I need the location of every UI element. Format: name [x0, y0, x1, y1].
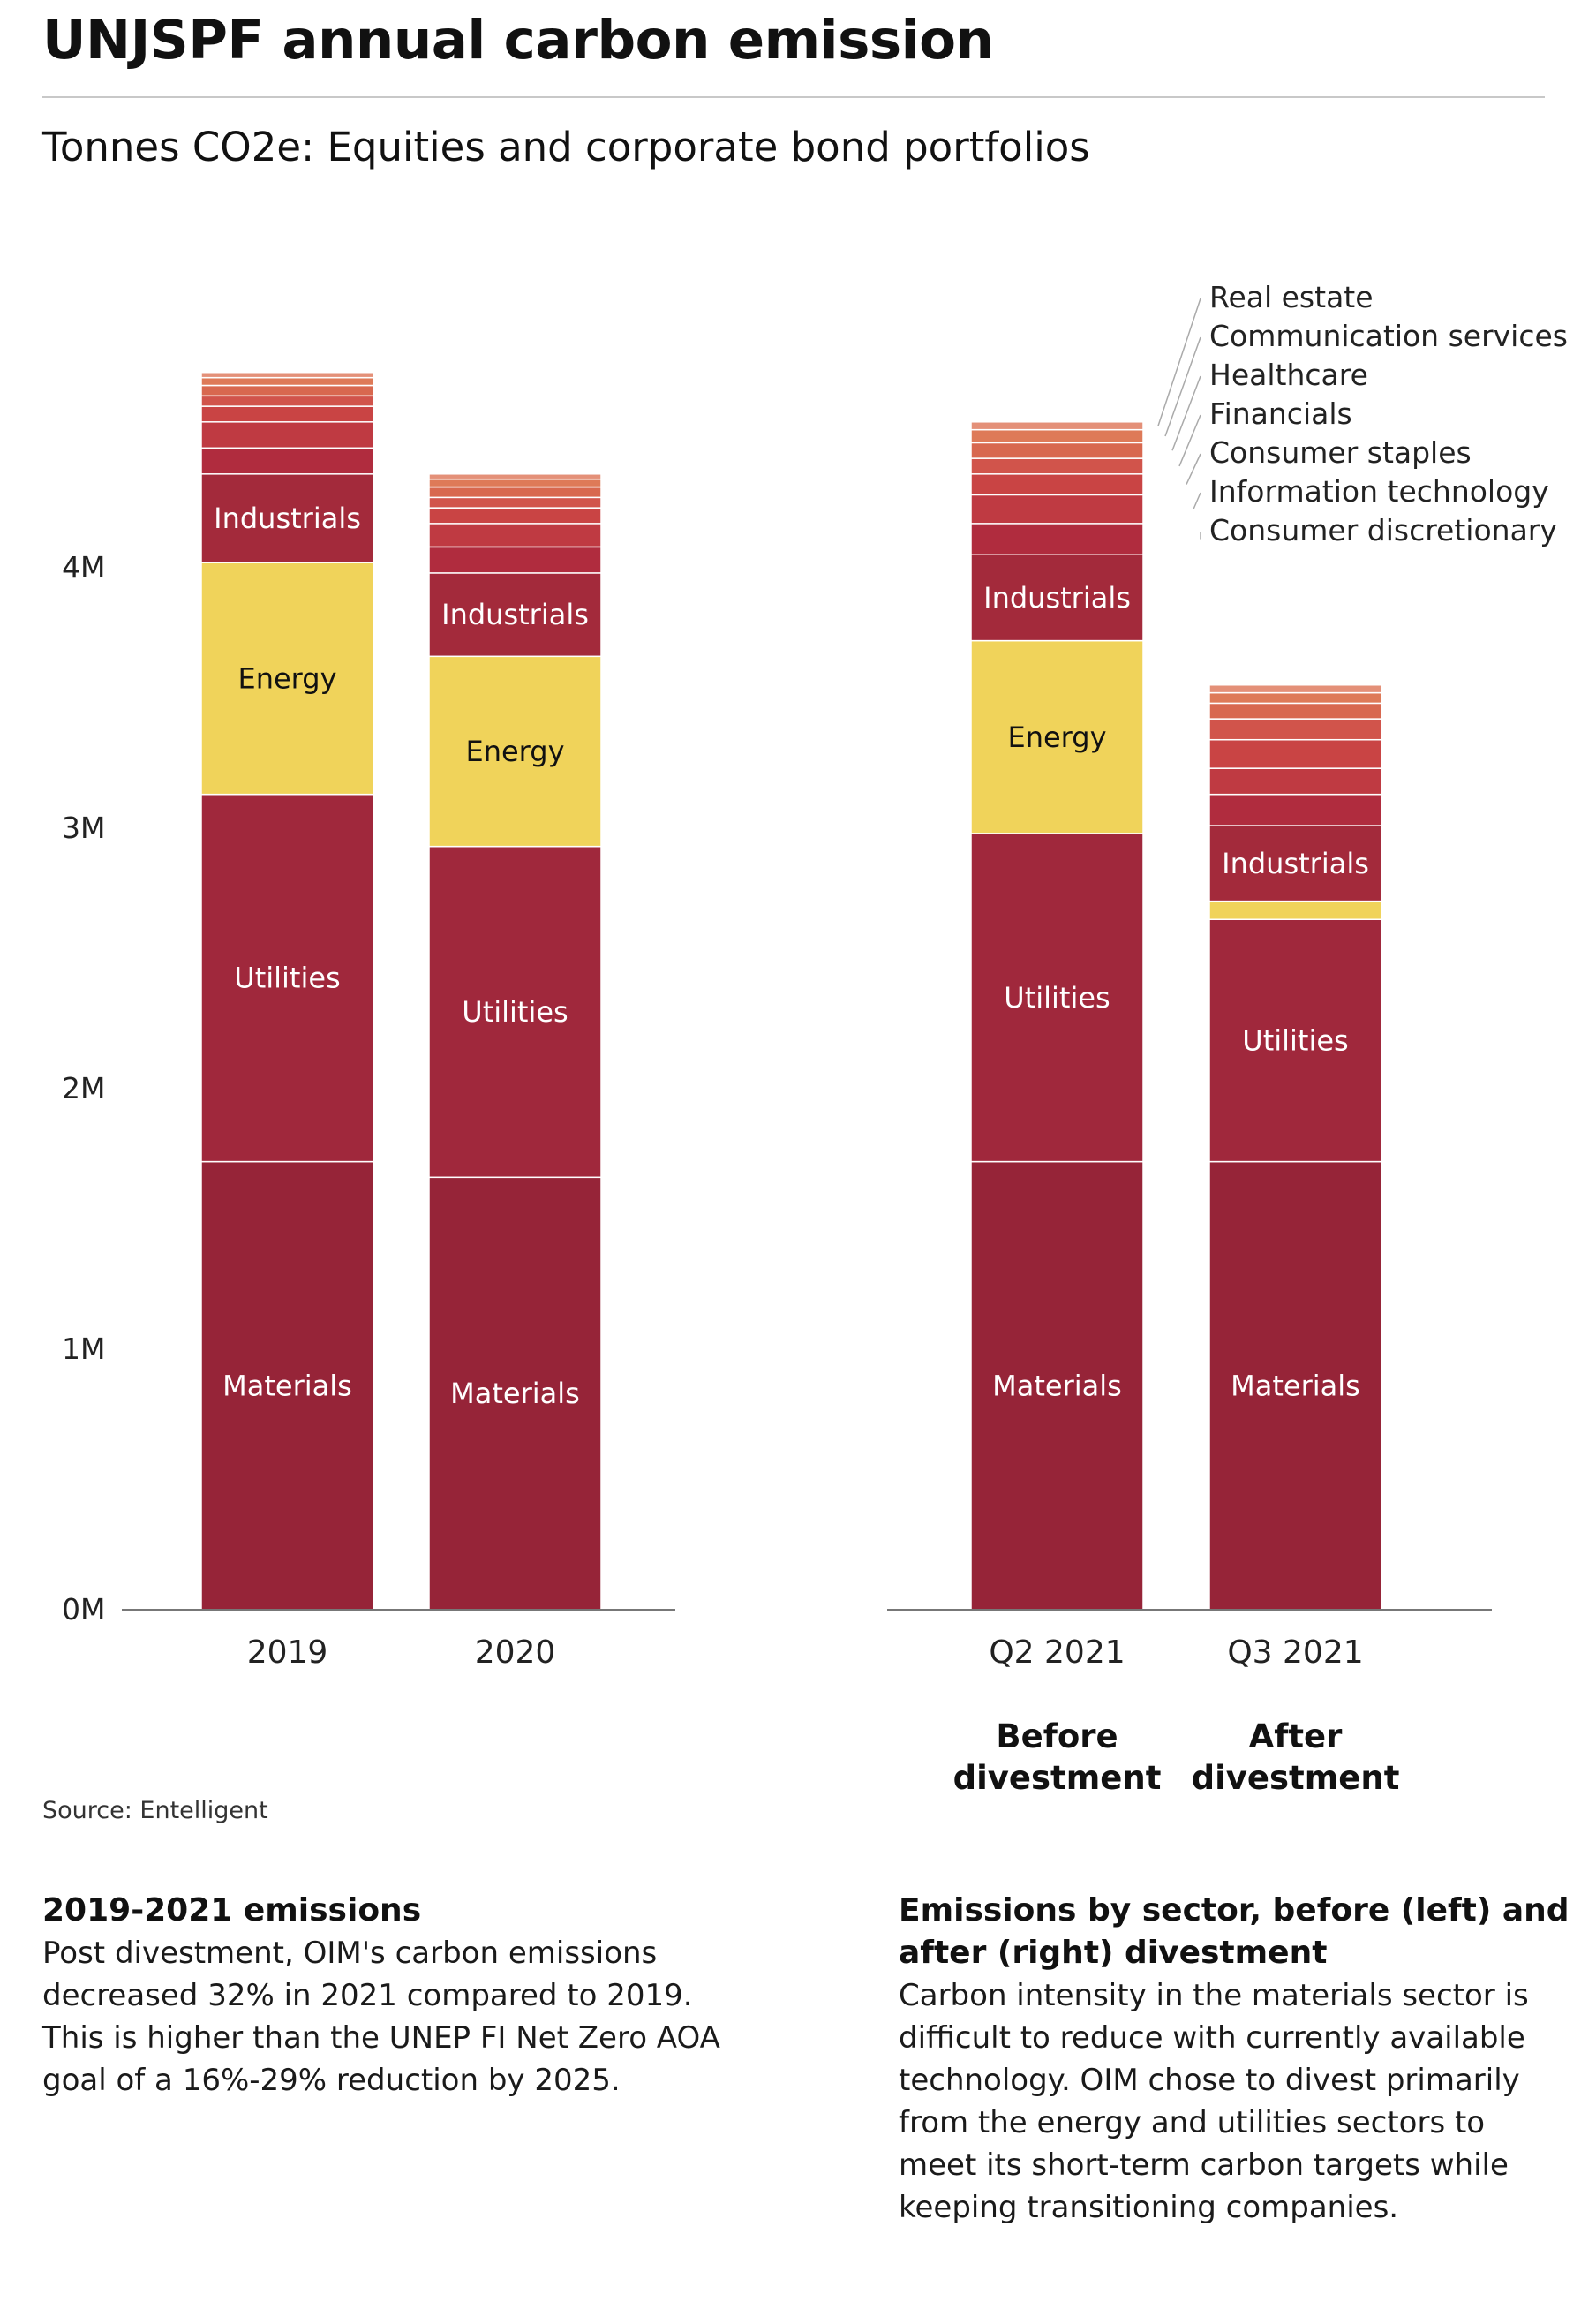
legend-entry-financials: Financials: [1209, 396, 1352, 431]
legend-entry-consumer-staples: Consumer staples: [1209, 435, 1472, 470]
bar-segment-consumer-discretionary-q3-2021: [1208, 793, 1382, 826]
legend-leader-communication-services: [1164, 336, 1201, 437]
bar-segment-real-estate-2020: [428, 473, 602, 480]
legend-leader-information-technology: [1193, 492, 1201, 509]
legend-entry-real-estate: Real estate: [1209, 280, 1374, 314]
note-emissions-by-sector: Emissions by sector, before (left) and a…: [899, 1890, 1570, 2229]
note-left-body: Post divestment, OIM's carbon emissions …: [42, 1936, 720, 2098]
legend-entry-healthcare: Healthcare: [1209, 358, 1368, 392]
bar-segment-information-technology-2019: [200, 421, 374, 449]
bar-label-industrials-q2-2021: Industrials: [983, 581, 1131, 615]
category-caption-line1-q2-2021: Before: [996, 1717, 1118, 1755]
note-2019-2021-emissions: 2019-2021 emissions Post divestment, OIM…: [42, 1890, 731, 2102]
note-right-body: Carbon intensity in the materials sector…: [899, 1978, 1529, 2225]
bar-segment-financials-q3-2021: [1208, 718, 1382, 741]
bar-segment-financials-q2-2021: [970, 457, 1144, 475]
bar-segment-information-technology-2020: [428, 523, 602, 548]
x-tick-label-2019: 2019: [247, 1634, 328, 1671]
bar-segment-healthcare-2020: [428, 486, 602, 499]
bar-segment-industrials-q2-2021: [970, 554, 1144, 642]
bar-segment-consumer-staples-q2-2021: [970, 473, 1144, 496]
bar-label-energy-2020: Energy: [465, 735, 564, 768]
y-tick-label-2m: 2M: [62, 1071, 105, 1106]
legend-leader-healthcare: [1171, 375, 1201, 451]
legend-entry-consumer-discretionary: Consumer discretionary: [1209, 513, 1557, 547]
bar-segment-energy-2020: [428, 655, 602, 848]
bar-segment-materials-2020: [428, 1176, 602, 1611]
bar-segment-consumer-staples-q3-2021: [1208, 738, 1382, 769]
bar-segment-consumer-discretionary-2020: [428, 546, 602, 574]
bar-label-industrials-q3-2021: Industrials: [1222, 847, 1369, 880]
bar-segment-consumer-discretionary-2019: [200, 447, 374, 475]
y-tick-label-4m: 4M: [62, 550, 105, 585]
bar-segment-industrials-2020: [428, 572, 602, 658]
legend-leader-consumer-staples: [1186, 453, 1201, 485]
bar-segment-healthcare-2019: [200, 384, 374, 397]
bar-label-utilities-2019: Utilities: [234, 962, 340, 995]
bar-label-materials-2020: Materials: [450, 1377, 580, 1410]
bar-segment-consumer-staples-2020: [428, 507, 602, 525]
bar-segment-utilities-2019: [200, 793, 374, 1163]
bar-label-utilities-2020: Utilities: [462, 995, 568, 1029]
bar-segment-financials-2019: [200, 395, 374, 407]
bar-segment-healthcare-q3-2021: [1208, 702, 1382, 720]
bar-label-energy-q2-2021: Energy: [1007, 721, 1106, 754]
bar-segment-real-estate-2019: [200, 372, 374, 379]
bar-segment-utilities-2020: [428, 845, 602, 1179]
chart-title: UNJSPF annual carbon emission: [42, 9, 994, 72]
bar-segment-communication-services-2019: [200, 376, 374, 387]
y-tick-label-0m: 0M: [62, 1592, 105, 1626]
legend-leader-financials: [1178, 414, 1201, 467]
bar-segment-communication-services-2020: [428, 478, 602, 488]
y-tick-label-1m: 1M: [62, 1332, 105, 1366]
bar-segment-information-technology-q2-2021: [970, 494, 1144, 525]
bar-label-energy-2019: Energy: [237, 661, 336, 695]
title-divider: [42, 96, 1545, 98]
source-note: Source: Entelligent: [42, 1797, 268, 1824]
bar-segment-real-estate-q3-2021: [1208, 684, 1382, 694]
bar-label-industrials-2019: Industrials: [214, 502, 361, 535]
legend-entry-information-technology: Information technology: [1209, 474, 1549, 509]
stacked-bar-chart: 0M 1M 2M 3M 4M Materials Utilities Energy Indust…: [62, 280, 1568, 1792]
bar-label-industrials-2020: Industrials: [441, 598, 589, 631]
category-caption-line2-q2-2021: divestment: [953, 1759, 1162, 1792]
note-right-heading: Emissions by sector, before (left) and a…: [899, 1892, 1570, 1971]
bar-segment-industrials-q3-2021: [1208, 825, 1382, 902]
bar-label-materials-q2-2021: Materials: [992, 1369, 1122, 1402]
x-tick-label-2020: 2020: [475, 1634, 556, 1671]
category-caption-line2-q3-2021: divestment: [1192, 1759, 1400, 1792]
bar-segment-energy-q2-2021: [970, 639, 1144, 834]
bar-segment-materials-2019: [200, 1160, 374, 1611]
bar-segment-materials-q3-2021: [1208, 1160, 1382, 1611]
bar-segment-communication-services-q2-2021: [970, 428, 1144, 444]
bar-segment-healthcare-q2-2021: [970, 442, 1144, 459]
bar-segment-consumer-discretionary-q2-2021: [970, 523, 1144, 556]
bar-segment-industrials-2019: [200, 473, 374, 563]
bar-label-materials-2019: Materials: [222, 1369, 352, 1402]
bar-segment-real-estate-q2-2021: [970, 421, 1144, 431]
legend-entry-communication-services: Communication services: [1209, 319, 1568, 353]
x-tick-label-q2-2021: Q2 2021: [989, 1634, 1125, 1671]
legend-leader-real-estate: [1157, 298, 1201, 426]
y-tick-label-3m: 3M: [62, 811, 105, 845]
bar-label-utilities-q2-2021: Utilities: [1004, 981, 1110, 1015]
bar-segment-consumer-staples-2019: [200, 405, 374, 423]
bar-segment-communication-services-q3-2021: [1208, 691, 1382, 705]
bar-segment-information-technology-q3-2021: [1208, 767, 1382, 796]
bar-segment-utilities-q2-2021: [970, 833, 1144, 1163]
bar-label-utilities-q3-2021: Utilities: [1242, 1023, 1348, 1057]
bar-segment-financials-2020: [428, 496, 602, 509]
bar-segment-energy-q3-2021: [1208, 900, 1382, 920]
chart-subtitle: Tonnes CO2e: Equities and corporate bond…: [42, 124, 1090, 170]
category-caption-line1-q3-2021: After: [1249, 1717, 1344, 1755]
note-left-heading: 2019-2021 emissions: [42, 1892, 422, 1928]
x-tick-label-q3-2021: Q3 2021: [1227, 1634, 1363, 1671]
bar-label-materials-q3-2021: Materials: [1231, 1369, 1360, 1402]
